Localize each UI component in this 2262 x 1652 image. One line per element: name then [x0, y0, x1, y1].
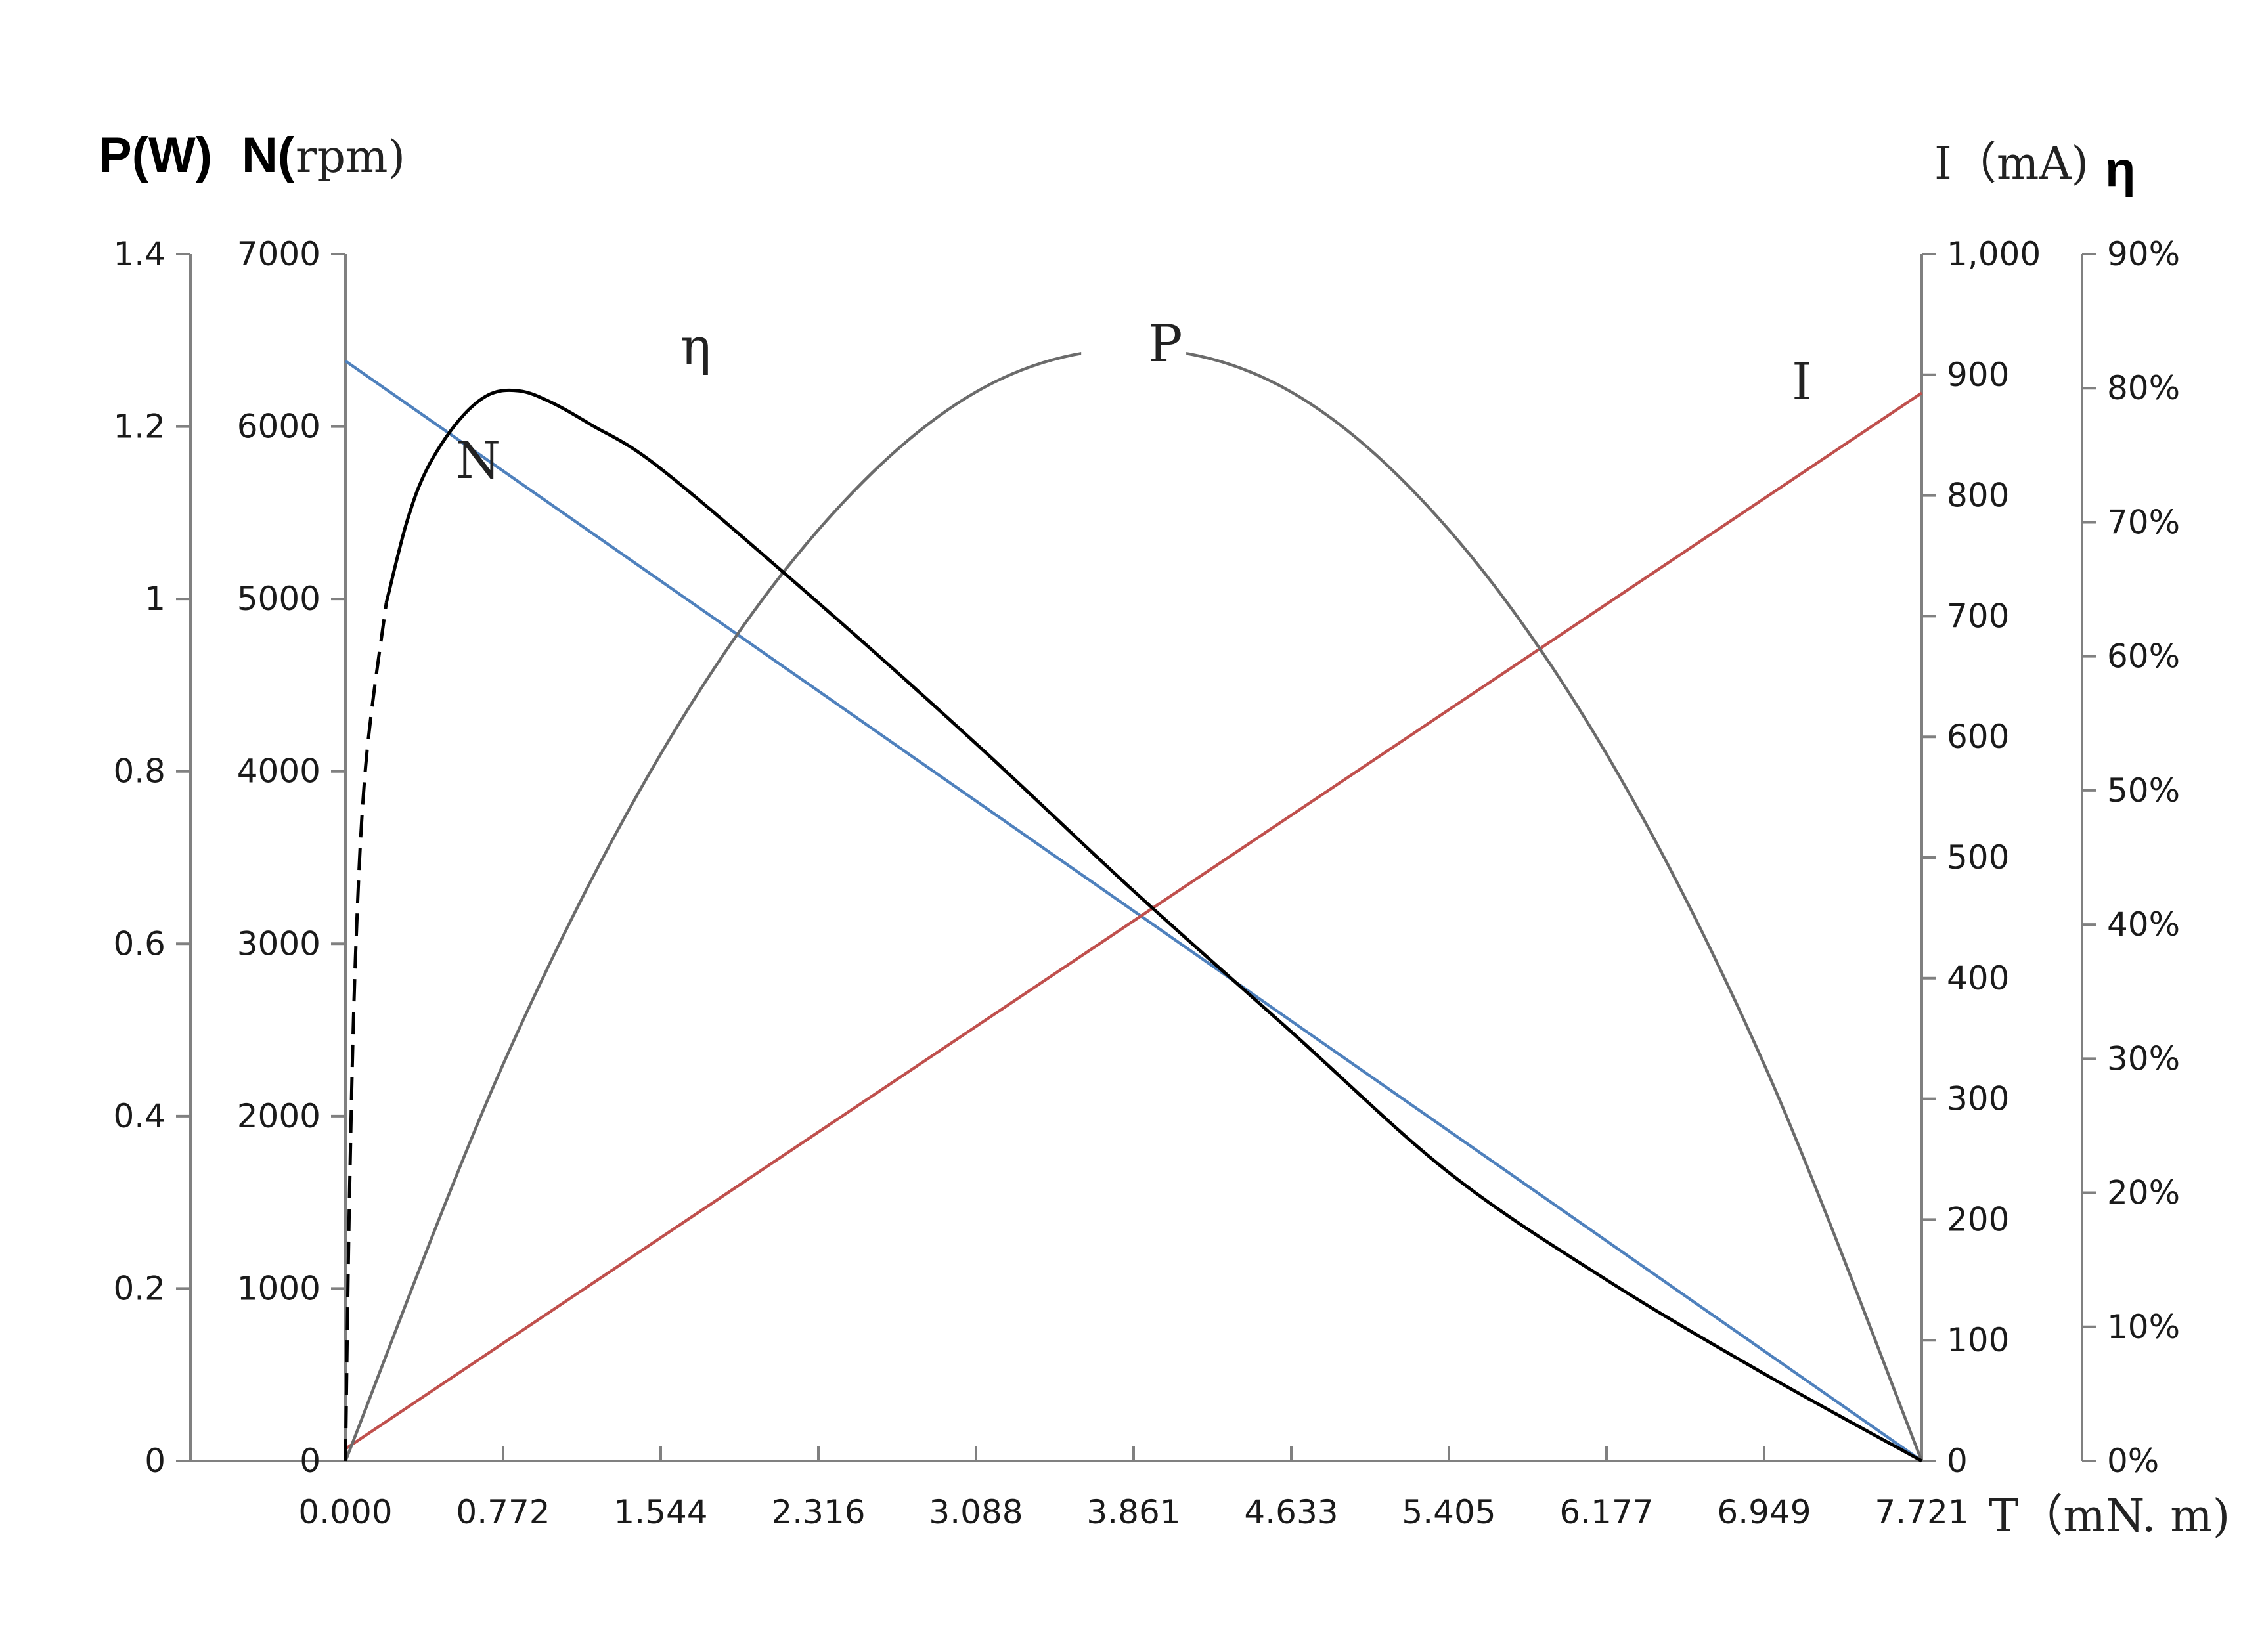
efficiency-tick-label: 30% [2107, 1039, 2180, 1077]
speed-tick-label: 6000 [237, 408, 321, 446]
current-tick-label: 100 [1947, 1321, 2009, 1359]
speed-tick-label: 2000 [237, 1097, 321, 1135]
x-tick-label: 1.544 [613, 1493, 707, 1531]
power-tick-label: 1.2 [113, 408, 166, 446]
efficiency-tick-label: 50% [2107, 772, 2180, 810]
current-tick-label: 500 [1947, 838, 2009, 877]
current-axis-unit: I（mA) [1934, 138, 2089, 190]
power-tick-label: 0.2 [113, 1269, 166, 1307]
x-tick-label: 0.000 [298, 1493, 392, 1531]
power-tick-label: 1.4 [113, 235, 166, 273]
speed-tick-label: 5000 [237, 580, 321, 618]
efficiency-tick-label: 60% [2107, 638, 2180, 676]
speed-series-line [344, 359, 1923, 1462]
speed-tick-label: 3000 [237, 924, 321, 963]
x-tick-label: 7.721 [1874, 1493, 1968, 1531]
current-curve-label: I [1792, 353, 1812, 412]
power-tick-label: 0.6 [113, 924, 166, 963]
current-tick-label: 300 [1947, 1080, 2009, 1118]
x-tick-label: 4.633 [1244, 1493, 1338, 1531]
current-series-line [344, 391, 1923, 1450]
power-curve-label: P [1148, 315, 1182, 374]
efficiency-tick-label: 40% [2107, 905, 2180, 944]
x-tick-label: 6.949 [1717, 1493, 1811, 1531]
speed-axis-unit-prefix: N( [242, 127, 295, 183]
power-tick-label: 0.8 [113, 752, 166, 791]
efficiency-tick-label: 80% [2107, 369, 2180, 407]
current-tick-label: 600 [1947, 718, 2009, 756]
series-group [344, 336, 1924, 1463]
labels-group: P(W) N( rpm) I（mA) η T（mN. m) η P I N [99, 127, 2230, 1542]
efficiency-series-line [384, 388, 1923, 1463]
x-tick-label: 3.088 [929, 1493, 1023, 1531]
efficiency-series-dashed-segment [344, 602, 388, 1462]
efficiency-tick-label: 20% [2107, 1174, 2180, 1212]
current-tick-label: 0 [1947, 1442, 1968, 1480]
axes-group: 0.000 0.772 1.544 2.316 3.088 3.861 4.633 5.405… [113, 235, 2180, 1531]
current-tick-label: 700 [1947, 597, 2009, 635]
current-tick-label: 400 [1947, 959, 2009, 997]
x-tick-label: 6.177 [1559, 1493, 1653, 1531]
x-tick-label: 2.316 [771, 1493, 865, 1531]
efficiency-tick-label: 0% [2107, 1442, 2159, 1480]
x-tick-label: 0.772 [456, 1493, 550, 1531]
power-tick-label: 1 [144, 580, 166, 618]
power-series-line [344, 347, 1924, 1462]
power-tick-label: 0.4 [113, 1097, 166, 1135]
speed-axis-unit-suffix: rpm) [296, 131, 405, 183]
current-tick-label: 900 [1947, 356, 2009, 394]
efficiency-tick-label: 70% [2107, 503, 2180, 541]
speed-tick-label: 1000 [237, 1269, 321, 1307]
speed-curve-label: N [456, 431, 500, 490]
efficiency-axis-symbol: η [2105, 142, 2135, 198]
current-tick-label: 800 [1947, 477, 2009, 515]
current-tick-label: 1,000 [1947, 235, 2041, 273]
speed-tick-label: 4000 [237, 752, 321, 791]
power-tick-label: 0 [144, 1442, 166, 1480]
power-label-gap [1081, 336, 1187, 362]
x-tick-label: 5.405 [1402, 1493, 1496, 1531]
x-tick-label: 3.861 [1086, 1493, 1180, 1531]
efficiency-tick-label: 10% [2107, 1308, 2180, 1346]
power-axis-unit: P(W) [99, 127, 212, 183]
efficiency-tick-label: 90% [2107, 235, 2180, 273]
torque-axis-label: T（mN. m) [1989, 1490, 2230, 1542]
efficiency-curve-label: η [680, 318, 711, 377]
current-tick-label: 200 [1947, 1200, 2009, 1238]
speed-tick-label: 0 [299, 1442, 321, 1480]
speed-tick-label: 7000 [237, 235, 321, 273]
